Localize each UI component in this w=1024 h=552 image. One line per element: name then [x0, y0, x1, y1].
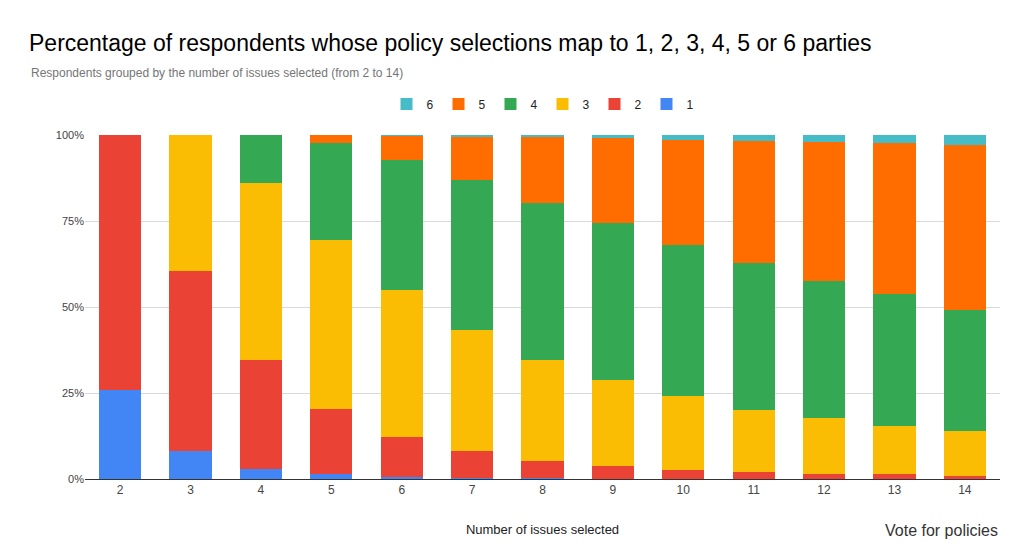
svg-text:Respondents grouped by the num: Respondents grouped by the number of iss… [31, 66, 403, 80]
svg-text:50%: 50% [62, 301, 84, 313]
svg-text:75%: 75% [62, 215, 84, 227]
svg-text:10: 10 [677, 483, 691, 497]
svg-text:5: 5 [328, 483, 335, 497]
svg-text:14: 14 [958, 483, 972, 497]
svg-text:13: 13 [888, 483, 902, 497]
svg-text:3: 3 [187, 483, 194, 497]
svg-text:4: 4 [258, 483, 265, 497]
svg-text:25%: 25% [62, 387, 84, 399]
svg-text:2: 2 [635, 98, 642, 112]
svg-text:5: 5 [479, 98, 486, 112]
svg-text:9: 9 [610, 483, 617, 497]
svg-text:3: 3 [583, 98, 590, 112]
svg-text:7: 7 [469, 483, 476, 497]
svg-text:11: 11 [747, 483, 760, 497]
svg-text:2: 2 [117, 483, 124, 497]
svg-text:12: 12 [817, 483, 831, 497]
svg-text:Percentage of respondents whos: Percentage of respondents whose policy s… [29, 30, 872, 56]
svg-text:1: 1 [687, 98, 694, 112]
svg-text:Vote for policies: Vote for policies [885, 522, 998, 539]
svg-text:6: 6 [398, 483, 405, 497]
svg-text:4: 4 [531, 98, 538, 112]
svg-text:100%: 100% [56, 129, 84, 141]
svg-text:0%: 0% [68, 473, 84, 485]
svg-text:8: 8 [539, 483, 546, 497]
svg-text:Number of issues selected: Number of issues selected [466, 522, 619, 537]
svg-text:6: 6 [427, 98, 434, 112]
